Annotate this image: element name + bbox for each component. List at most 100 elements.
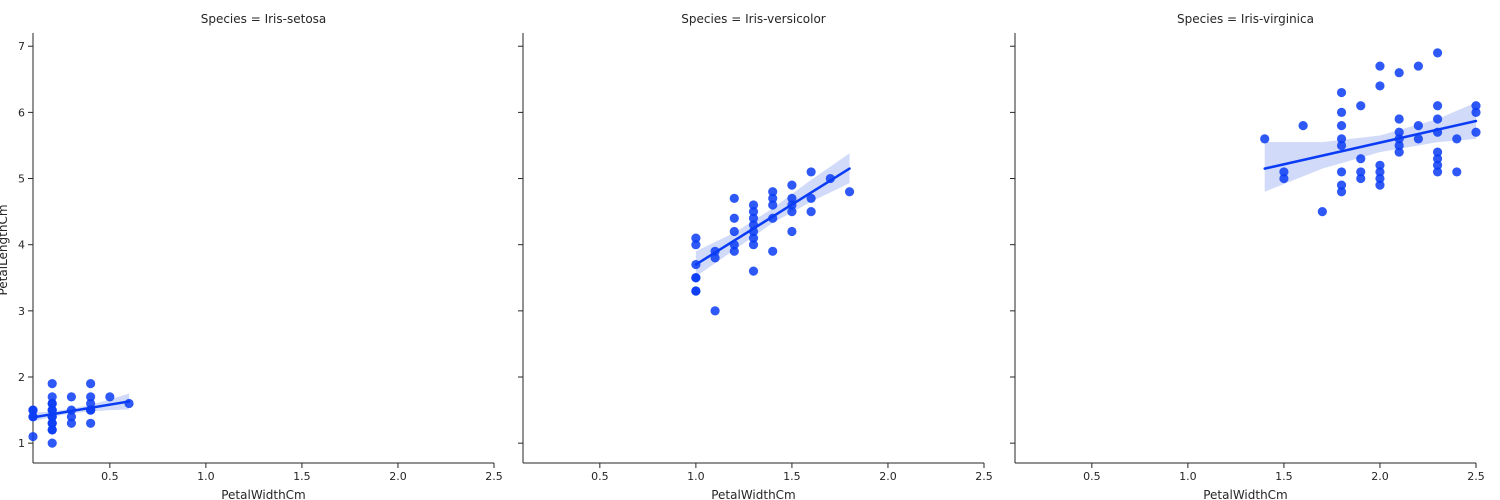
x-tick-label: 1.0 <box>687 470 705 483</box>
data-point <box>787 180 797 190</box>
data-point <box>1394 147 1404 157</box>
data-point <box>47 438 57 448</box>
data-point <box>691 233 701 243</box>
data-point <box>748 200 759 210</box>
y-tick-label: 7 <box>18 40 25 53</box>
data-point <box>1394 127 1404 137</box>
data-point <box>47 425 57 435</box>
y-tick-label: 3 <box>18 305 25 318</box>
data-point <box>748 213 759 223</box>
data-point <box>66 418 77 428</box>
panel-title: Species = Iris-virginica <box>1177 12 1314 26</box>
data-point <box>47 405 57 415</box>
data-point <box>691 240 701 250</box>
x-tick-label: 0.5 <box>1083 470 1101 483</box>
data-point <box>1471 107 1481 117</box>
data-point <box>1336 187 1347 197</box>
x-tick-label: 2.5 <box>1467 470 1485 483</box>
data-point <box>86 379 96 389</box>
data-point <box>1432 147 1443 157</box>
panel-title: Species = Iris-versicolor <box>681 12 826 26</box>
data-point <box>1394 114 1404 124</box>
data-point <box>691 286 701 296</box>
data-point <box>787 193 797 203</box>
x-axis-label: PetalWidthCm <box>1203 488 1288 500</box>
data-point <box>768 193 778 203</box>
y-tick-label: 5 <box>18 173 25 186</box>
x-tick-label: 2.0 <box>879 470 897 483</box>
x-tick-label: 1.5 <box>783 470 801 483</box>
data-point <box>47 392 57 402</box>
data-point <box>748 233 759 243</box>
data-point <box>1336 87 1347 98</box>
data-point <box>710 306 720 316</box>
data-point <box>1298 121 1308 131</box>
data-point <box>1336 180 1347 190</box>
confidence-band <box>33 393 130 422</box>
data-point <box>1432 114 1443 124</box>
x-tick-label: 2.5 <box>975 470 993 483</box>
data-point <box>1432 48 1443 58</box>
x-axis-label: PetalWidthCm <box>711 488 796 500</box>
x-tick-label: 0.5 <box>101 470 119 483</box>
panels-layer: Species = Iris-setosa 1 2 3 4 5 6 7 0.5 1.0 1.5 2.0… <box>18 12 1485 500</box>
data-point <box>1356 101 1366 111</box>
data-point <box>86 398 96 409</box>
data-point <box>1375 81 1385 91</box>
data-point <box>1279 167 1289 177</box>
data-point <box>1317 207 1327 217</box>
data-point <box>47 418 57 428</box>
data-point <box>1375 180 1385 190</box>
data-point <box>787 226 797 237</box>
x-tick-label: 1.0 <box>1179 470 1197 483</box>
data-point <box>691 273 701 283</box>
data-point <box>748 207 759 217</box>
x-axis-label: PetalWidthCm <box>221 488 306 500</box>
y-tick-label: 4 <box>18 239 25 252</box>
data-point <box>1375 160 1385 170</box>
data-point <box>1471 127 1481 137</box>
data-point <box>1356 154 1366 164</box>
data-point <box>1375 61 1385 71</box>
x-tick-label: 0.5 <box>591 470 609 483</box>
data-point <box>1336 167 1347 177</box>
data-point <box>729 246 739 256</box>
data-point <box>1336 140 1347 151</box>
regression-line <box>1263 119 1478 170</box>
data-point <box>1452 134 1462 144</box>
data-point <box>748 266 759 276</box>
data-point <box>1413 121 1423 131</box>
data-point <box>1375 173 1385 184</box>
data-point <box>105 392 115 402</box>
data-point <box>1432 101 1443 111</box>
data-point <box>1375 167 1385 177</box>
data-point <box>729 213 739 223</box>
data-point <box>1394 68 1404 78</box>
y-tick-label: 6 <box>18 106 25 119</box>
data-point <box>1413 61 1423 71</box>
data-point <box>28 405 38 415</box>
data-point <box>806 167 816 177</box>
data-point <box>1471 101 1481 111</box>
data-point <box>1394 140 1404 151</box>
x-tick-label: 1.5 <box>293 470 311 483</box>
data-point <box>844 187 855 197</box>
data-point <box>768 246 778 256</box>
data-point <box>1356 167 1366 177</box>
data-point <box>1336 134 1347 144</box>
data-point <box>1413 134 1423 144</box>
data-point <box>768 187 778 197</box>
facet-panel-3: Species = Iris-virginica 0.5 1.0 1.5 2.0 2.5 P… <box>1010 12 1485 500</box>
data-point <box>729 226 739 237</box>
data-point <box>1432 160 1443 170</box>
x-tick-label: 1.5 <box>1275 470 1293 483</box>
facet-panel-1: Species = Iris-setosa 1 2 3 4 5 6 7 0.5 1.0 1.5 2.0… <box>18 12 503 500</box>
data-point <box>1432 167 1443 177</box>
data-point <box>1336 107 1347 117</box>
confidence-band <box>1264 102 1476 192</box>
data-point <box>28 431 38 442</box>
y-tick-label: 1 <box>18 437 25 450</box>
facet-panel-2: Species = Iris-versicolor 0.5 1.0 1.5 2.0 2.5… <box>518 12 993 500</box>
data-point <box>86 392 96 402</box>
